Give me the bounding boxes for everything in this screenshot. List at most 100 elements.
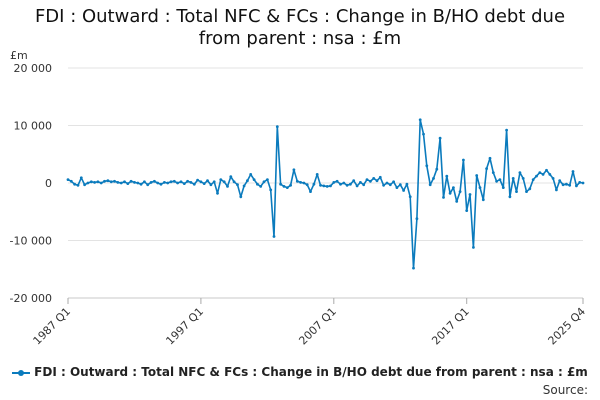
data-point[interactable] [372, 177, 376, 180]
data-point[interactable] [146, 183, 150, 187]
data-point[interactable] [163, 181, 166, 184]
data-point[interactable] [568, 183, 572, 187]
data-point[interactable] [405, 182, 409, 186]
data-point[interactable] [192, 182, 196, 186]
data-point[interactable] [279, 182, 282, 186]
data-point[interactable] [282, 185, 286, 188]
data-point[interactable] [418, 118, 422, 122]
data-point[interactable] [435, 167, 439, 171]
data-point[interactable] [555, 188, 558, 192]
data-point[interactable] [252, 178, 256, 182]
data-point[interactable] [219, 178, 223, 182]
data-point[interactable] [452, 186, 455, 190]
data-point[interactable] [182, 182, 186, 186]
data-point[interactable] [242, 184, 246, 188]
data-point[interactable] [172, 179, 176, 183]
data-point[interactable] [73, 182, 76, 186]
data-point[interactable] [149, 181, 153, 184]
data-point[interactable] [378, 175, 382, 179]
data-point[interactable] [472, 246, 475, 249]
data-point[interactable] [129, 179, 133, 183]
data-point[interactable] [272, 235, 276, 238]
data-point[interactable] [66, 178, 70, 182]
data-point[interactable] [349, 182, 352, 186]
data-point[interactable] [458, 190, 462, 194]
data-point[interactable] [551, 177, 555, 180]
data-point[interactable] [375, 179, 379, 183]
data-point[interactable] [222, 180, 226, 184]
data-point[interactable] [455, 200, 459, 203]
data-point[interactable] [93, 181, 96, 184]
data-point[interactable] [535, 174, 538, 178]
data-point[interactable] [571, 170, 575, 173]
data-point[interactable] [199, 180, 203, 184]
data-point[interactable] [119, 181, 123, 185]
data-point[interactable] [322, 184, 326, 188]
data-point[interactable] [432, 177, 435, 180]
data-point[interactable] [113, 179, 116, 183]
data-point[interactable] [355, 184, 359, 188]
data-point[interactable] [325, 185, 329, 188]
data-point[interactable] [312, 182, 316, 186]
data-point[interactable] [398, 183, 402, 187]
data-point[interactable] [189, 181, 193, 184]
data-point[interactable] [232, 180, 236, 184]
data-point[interactable] [365, 178, 369, 182]
data-point[interactable] [96, 180, 100, 184]
data-point[interactable] [488, 156, 492, 160]
data-point[interactable] [246, 179, 249, 183]
data-point[interactable] [475, 174, 479, 177]
data-point[interactable] [139, 182, 143, 186]
data-point[interactable] [395, 186, 399, 190]
data-point[interactable] [491, 171, 495, 175]
data-point[interactable] [302, 181, 306, 185]
data-point[interactable] [508, 195, 512, 199]
data-point[interactable] [305, 183, 309, 187]
data-point[interactable] [159, 182, 163, 186]
data-point[interactable] [319, 183, 322, 187]
data-point[interactable] [83, 183, 86, 187]
data-point[interactable] [511, 177, 515, 180]
data-point[interactable] [266, 178, 269, 182]
data-point[interactable] [69, 179, 73, 183]
data-point[interactable] [528, 187, 532, 191]
data-point[interactable] [79, 176, 83, 180]
data-point[interactable] [352, 179, 356, 183]
data-point[interactable] [229, 175, 233, 179]
data-point[interactable] [515, 190, 518, 194]
data-point[interactable] [415, 217, 419, 221]
data-point[interactable] [561, 183, 565, 187]
data-point[interactable] [256, 182, 259, 186]
data-point[interactable] [485, 167, 488, 171]
data-point[interactable] [498, 178, 502, 182]
data-point[interactable] [275, 125, 279, 129]
data-point[interactable] [468, 193, 472, 196]
data-point[interactable] [166, 181, 170, 185]
data-point[interactable] [545, 168, 548, 172]
data-point[interactable] [521, 177, 525, 180]
data-point[interactable] [462, 158, 465, 162]
data-point[interactable] [518, 171, 522, 175]
data-point[interactable] [408, 195, 412, 199]
data-point[interactable] [578, 181, 582, 184]
data-point[interactable] [309, 190, 312, 194]
data-point[interactable] [541, 173, 545, 176]
data-point[interactable] [109, 180, 113, 184]
data-point[interactable] [548, 173, 552, 176]
data-point[interactable] [143, 180, 146, 184]
data-point[interactable] [133, 181, 136, 184]
data-point[interactable] [269, 188, 273, 192]
data-point[interactable] [295, 179, 299, 183]
data-point[interactable] [196, 178, 200, 182]
data-point[interactable] [385, 181, 389, 185]
data-point[interactable] [99, 181, 103, 185]
data-point[interactable] [558, 179, 562, 183]
data-point[interactable] [428, 183, 432, 187]
data-point[interactable] [86, 181, 90, 185]
data-point[interactable] [505, 128, 508, 132]
data-point[interactable] [345, 183, 349, 187]
data-point[interactable] [422, 132, 425, 136]
data-point[interactable] [216, 191, 219, 195]
data-point[interactable] [103, 179, 106, 183]
data-point[interactable] [262, 180, 266, 184]
